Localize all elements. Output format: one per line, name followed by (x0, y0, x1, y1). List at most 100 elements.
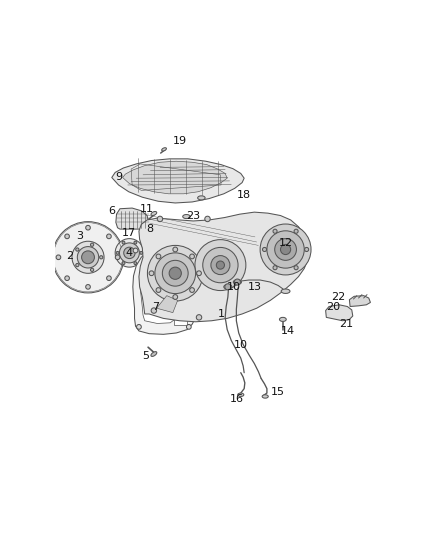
Polygon shape (112, 159, 244, 203)
Circle shape (81, 251, 95, 264)
Polygon shape (139, 212, 309, 322)
Circle shape (99, 256, 103, 259)
Circle shape (197, 271, 201, 276)
Circle shape (124, 247, 135, 259)
Circle shape (148, 245, 203, 301)
Circle shape (155, 253, 196, 294)
Circle shape (134, 262, 137, 264)
Circle shape (115, 255, 120, 260)
Circle shape (106, 234, 111, 239)
Circle shape (116, 252, 119, 254)
Ellipse shape (162, 148, 166, 151)
Text: 22: 22 (331, 292, 345, 302)
Circle shape (56, 255, 61, 260)
Circle shape (115, 239, 144, 267)
Circle shape (190, 288, 194, 293)
Circle shape (78, 247, 99, 268)
Ellipse shape (198, 196, 205, 200)
Ellipse shape (183, 214, 190, 219)
Circle shape (190, 254, 194, 259)
Circle shape (122, 241, 125, 244)
Circle shape (156, 254, 161, 259)
Circle shape (273, 265, 277, 270)
Polygon shape (156, 296, 178, 313)
Circle shape (262, 247, 267, 252)
Circle shape (137, 325, 141, 329)
Circle shape (86, 225, 90, 230)
Circle shape (65, 234, 69, 239)
Text: 17: 17 (122, 228, 136, 238)
Text: 11: 11 (140, 204, 154, 214)
Circle shape (169, 267, 181, 279)
Circle shape (134, 241, 137, 244)
Text: 10: 10 (227, 282, 241, 292)
Circle shape (275, 239, 297, 260)
Circle shape (225, 284, 231, 290)
Circle shape (280, 245, 291, 255)
Circle shape (91, 243, 94, 246)
Circle shape (162, 260, 188, 286)
Circle shape (76, 263, 79, 266)
Circle shape (173, 247, 178, 252)
Circle shape (294, 265, 298, 270)
Circle shape (65, 276, 69, 280)
Circle shape (260, 224, 311, 275)
Circle shape (273, 229, 277, 233)
Polygon shape (116, 208, 149, 229)
Circle shape (187, 325, 191, 329)
Ellipse shape (233, 280, 241, 285)
Circle shape (157, 216, 162, 222)
Text: 20: 20 (326, 302, 340, 312)
Circle shape (173, 295, 178, 300)
Circle shape (203, 247, 238, 282)
Text: 2: 2 (67, 251, 74, 261)
Text: 21: 21 (339, 319, 353, 329)
Circle shape (196, 314, 202, 320)
Circle shape (133, 248, 138, 253)
Ellipse shape (262, 395, 268, 398)
Circle shape (91, 268, 94, 271)
Circle shape (76, 248, 79, 251)
Circle shape (156, 288, 161, 293)
Circle shape (72, 241, 104, 273)
Text: 7: 7 (152, 302, 159, 312)
Text: 1: 1 (218, 309, 225, 319)
Polygon shape (173, 315, 187, 325)
Ellipse shape (224, 285, 232, 289)
Circle shape (53, 222, 124, 293)
Circle shape (86, 285, 90, 289)
Ellipse shape (151, 212, 157, 215)
Text: 9: 9 (115, 172, 122, 182)
Circle shape (149, 271, 154, 276)
Polygon shape (325, 305, 353, 321)
Circle shape (106, 276, 111, 280)
Circle shape (120, 243, 139, 263)
Circle shape (267, 231, 304, 268)
Circle shape (195, 240, 246, 290)
Text: 8: 8 (146, 224, 153, 234)
Circle shape (140, 252, 143, 254)
Text: 12: 12 (279, 238, 293, 248)
Text: 15: 15 (271, 387, 285, 397)
Text: 3: 3 (76, 231, 83, 241)
Text: 19: 19 (173, 136, 187, 146)
Polygon shape (350, 296, 371, 306)
Circle shape (216, 261, 225, 269)
Text: 6: 6 (108, 206, 115, 216)
Circle shape (234, 279, 240, 285)
Text: 10: 10 (234, 340, 248, 350)
Text: 16: 16 (230, 394, 244, 404)
Text: 14: 14 (281, 326, 295, 336)
Ellipse shape (151, 352, 157, 357)
Circle shape (211, 256, 230, 274)
Text: 4: 4 (125, 248, 132, 258)
Text: 23: 23 (186, 211, 200, 221)
Ellipse shape (238, 393, 244, 397)
Circle shape (304, 247, 309, 252)
Polygon shape (133, 246, 197, 334)
Polygon shape (140, 258, 181, 324)
Ellipse shape (281, 289, 290, 294)
Circle shape (122, 262, 125, 264)
Polygon shape (123, 161, 227, 194)
Circle shape (151, 308, 156, 313)
